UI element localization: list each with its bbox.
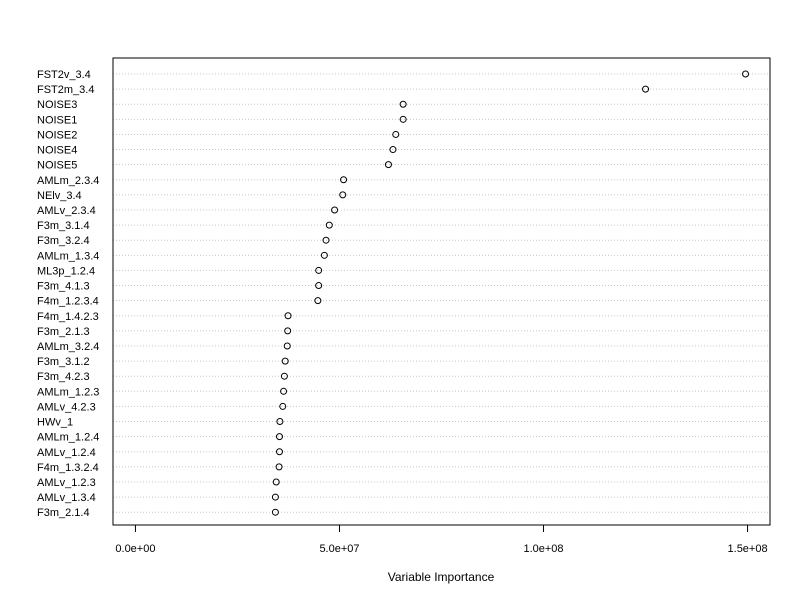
x-tick-label: 5.0e+07 bbox=[319, 543, 359, 555]
category-label: F3m_2.1.3 bbox=[37, 326, 90, 338]
data-point bbox=[315, 266, 323, 274]
category-label: AMLv_1.2.3 bbox=[37, 477, 96, 489]
data-point bbox=[284, 327, 292, 335]
category-label: F3m_4.2.3 bbox=[37, 371, 90, 383]
category-label: AMLm_1.3.4 bbox=[37, 250, 99, 262]
plot-frame bbox=[112, 57, 771, 526]
data-point bbox=[315, 282, 323, 290]
data-point bbox=[325, 221, 333, 229]
x-tick-label: 1.5e+08 bbox=[728, 543, 768, 555]
data-point bbox=[392, 130, 400, 138]
category-label: NOISE5 bbox=[37, 160, 77, 172]
x-axis: 0.0e+00 5.0e+07 1.0e+08 1.5e+08 bbox=[115, 524, 768, 555]
grid-lines bbox=[113, 73, 770, 513]
data-point bbox=[314, 297, 322, 305]
data-point bbox=[280, 372, 288, 380]
category-label: F4m_1.3.2.4 bbox=[37, 462, 99, 474]
category-label: AMLv_1.3.4 bbox=[37, 492, 96, 504]
data-point bbox=[384, 161, 392, 169]
data-points bbox=[271, 70, 750, 516]
category-label: FST2v_3.4 bbox=[37, 69, 91, 81]
data-point bbox=[271, 508, 279, 516]
category-label: F3m_3.1.2 bbox=[37, 356, 90, 368]
category-label: F3m_3.2.4 bbox=[37, 235, 90, 247]
category-label: AMLv_1.2.4 bbox=[37, 447, 96, 459]
data-point bbox=[399, 115, 407, 123]
data-point bbox=[340, 176, 348, 184]
data-point bbox=[283, 342, 291, 350]
data-point bbox=[322, 236, 330, 244]
category-label: HWv_1 bbox=[37, 417, 73, 429]
data-point bbox=[284, 312, 292, 320]
category-label: AMLm_1.2.3 bbox=[37, 386, 99, 398]
data-point bbox=[280, 387, 288, 395]
category-label: F4m_1.4.2.3 bbox=[37, 311, 99, 323]
category-label: NOISE3 bbox=[37, 99, 77, 111]
category-label: AMLm_1.2.4 bbox=[37, 432, 99, 444]
data-point bbox=[399, 100, 407, 108]
category-label: AMLm_3.2.4 bbox=[37, 341, 99, 353]
data-point bbox=[275, 463, 283, 471]
category-label: FST2m_3.4 bbox=[37, 84, 94, 96]
category-label: F3m_4.1.3 bbox=[37, 281, 90, 293]
category-label: ML3p_1.2.4 bbox=[37, 265, 95, 277]
data-point bbox=[272, 478, 280, 486]
data-point bbox=[281, 357, 289, 365]
category-label: AMLv_2.3.4 bbox=[37, 205, 96, 217]
category-labels: FST2v_3.4 FST2m_3.4 NOISE3 NOISE1 NOISE2 NOIS… bbox=[37, 69, 99, 519]
x-tick-label: 0.0e+00 bbox=[115, 543, 155, 555]
category-label: NOISE1 bbox=[37, 114, 77, 126]
data-point bbox=[276, 418, 284, 426]
category-label: NElv_3.4 bbox=[37, 190, 82, 202]
x-axis-title: Variable Importance bbox=[388, 570, 495, 584]
category-label: NOISE2 bbox=[37, 129, 77, 141]
category-label: F4m_1.2.3.4 bbox=[37, 296, 99, 308]
category-label: F3m_3.1.4 bbox=[37, 220, 90, 232]
data-point bbox=[331, 206, 339, 214]
data-point bbox=[320, 251, 328, 259]
data-point bbox=[275, 433, 283, 441]
category-label: F3m_2.1.4 bbox=[37, 507, 90, 519]
data-point bbox=[279, 402, 287, 410]
data-point bbox=[339, 191, 347, 199]
data-point bbox=[271, 493, 279, 501]
data-point bbox=[642, 85, 650, 93]
x-tick-label: 1.0e+08 bbox=[523, 543, 563, 555]
category-label: NOISE4 bbox=[37, 145, 77, 157]
data-point bbox=[389, 146, 397, 154]
category-label: AMLm_2.3.4 bbox=[37, 175, 99, 187]
category-label: AMLv_4.2.3 bbox=[37, 401, 96, 413]
data-point bbox=[275, 448, 283, 456]
data-point bbox=[742, 70, 750, 78]
